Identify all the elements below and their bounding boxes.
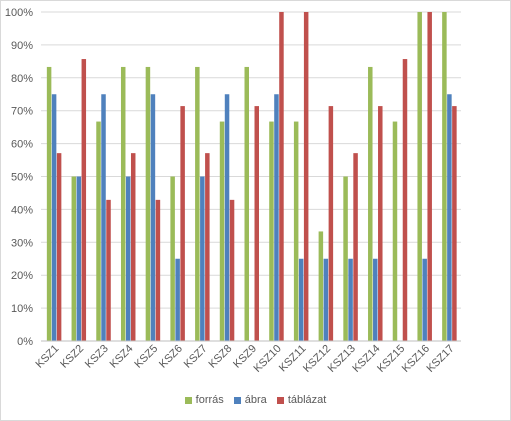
- bar-forrás-KSZ1: [46, 66, 52, 342]
- bar-forrás-KSZ2: [71, 176, 77, 341]
- bar-táblázat-KSZ12: [328, 106, 334, 342]
- bar-forrás-KSZ13: [343, 176, 348, 341]
- x-tick-label: KSZ7: [182, 343, 210, 371]
- bar-ábra-KSZ17: [447, 94, 452, 341]
- legend-label: táblázat: [287, 394, 327, 406]
- legend-swatch: [184, 396, 192, 404]
- bar-táblázat-KSZ13: [353, 153, 358, 341]
- x-tick-label: KSZ10: [252, 343, 284, 375]
- bar-táblázat-KSZ11: [303, 12, 309, 341]
- bar-ábra-KSZ13: [348, 258, 353, 341]
- bar-táblázat-KSZ3: [106, 199, 111, 341]
- legend-item: forrás: [184, 394, 224, 406]
- y-tick-label: 0%: [17, 336, 33, 348]
- bar-forrás-KSZ4: [120, 66, 126, 342]
- bar-ábra-KSZ8: [224, 94, 230, 341]
- y-tick-label: 20%: [11, 270, 33, 282]
- bar-táblázat-KSZ8: [229, 199, 235, 341]
- bar-forrás-KSZ14: [368, 66, 373, 342]
- x-tick-label: KSZ17: [424, 343, 456, 375]
- y-axis: 0% 10% 20% 30% 40% 50% 60% 70% 80% 90% 100%: [5, 7, 33, 348]
- x-tick-label: KSZ5: [132, 343, 160, 371]
- x-tick-label: KSZ2: [58, 343, 86, 371]
- bar-táblázat-KSZ14: [378, 106, 383, 342]
- x-tick-label: KSZ3: [83, 343, 111, 371]
- bar-táblázat-KSZ1: [56, 153, 62, 341]
- bar-ábra-KSZ7: [200, 176, 205, 341]
- bar-ábra-KSZ5: [150, 94, 156, 341]
- bar-táblázat-KSZ9: [254, 106, 259, 342]
- bar-táblázat-KSZ16: [427, 12, 432, 341]
- y-tick-label: 40%: [11, 204, 33, 216]
- bar-táblázat-KSZ5: [155, 199, 161, 341]
- x-tick-label: KSZ1: [34, 343, 62, 371]
- bar-táblázat-KSZ15: [402, 59, 408, 342]
- y-tick-label: 50%: [11, 172, 33, 184]
- bar-forrás-KSZ5: [145, 66, 151, 342]
- bar-forrás-KSZ3: [96, 121, 101, 341]
- x-tick-label: KSZ8: [206, 343, 234, 371]
- bar-ábra-KSZ3: [101, 94, 106, 341]
- bar-ábra-KSZ10: [274, 94, 279, 341]
- bar-ábra-KSZ14: [373, 258, 378, 341]
- bar-forrás-KSZ11: [293, 121, 299, 341]
- legend-swatch: [276, 396, 284, 404]
- bar-táblázat-KSZ10: [279, 12, 284, 341]
- y-tick-label: 30%: [11, 237, 33, 249]
- bars: [46, 12, 457, 342]
- bar-forrás-KSZ6: [170, 176, 175, 341]
- y-tick-label: 70%: [11, 106, 33, 118]
- bar-táblázat-KSZ6: [180, 106, 185, 342]
- bar-táblázat-KSZ2: [81, 59, 87, 342]
- bar-forrás-KSZ15: [392, 121, 398, 341]
- bar-forrás-KSZ16: [417, 12, 422, 341]
- bar-ábra-KSZ1: [51, 94, 57, 341]
- y-tick-label: 80%: [11, 73, 33, 85]
- bar-forrás-KSZ7: [195, 66, 200, 342]
- bar-ábra-KSZ11: [298, 258, 304, 341]
- bar-forrás-KSZ10: [269, 121, 274, 341]
- bar-forrás-KSZ12: [318, 231, 324, 341]
- bar-ábra-KSZ6: [175, 258, 180, 341]
- y-tick-label: 10%: [11, 303, 33, 315]
- bar-táblázat-KSZ4: [130, 153, 136, 341]
- bar-forrás-KSZ9: [244, 66, 249, 342]
- x-tick-label: KSZ6: [157, 343, 185, 371]
- y-tick-label: 90%: [11, 40, 33, 52]
- x-tick-label: KSZ4: [108, 343, 136, 371]
- legend-swatch: [233, 396, 241, 404]
- bar-táblázat-KSZ17: [452, 106, 457, 342]
- bar-táblázat-KSZ7: [205, 153, 210, 341]
- bar-ábra-KSZ4: [125, 176, 131, 341]
- bar-forrás-KSZ8: [219, 121, 225, 341]
- x-axis: KSZ1KSZ2KSZ3KSZ4KSZ5KSZ6KSZ7KSZ8KSZ9KSZ1…: [34, 343, 457, 375]
- bar-ábra-KSZ12: [323, 258, 329, 341]
- y-tick-label: 60%: [11, 139, 33, 151]
- bar-ábra-KSZ2: [76, 176, 82, 341]
- legend-label: forrás: [195, 394, 224, 406]
- legend-item: ábra: [233, 394, 267, 406]
- legend-label: ábra: [244, 394, 267, 406]
- bar-ábra-KSZ16: [422, 258, 427, 341]
- legend: forrás ábra táblázat: [0, 394, 511, 406]
- y-tick-label: 100%: [5, 7, 33, 19]
- legend-item: táblázat: [276, 394, 327, 406]
- bar-forrás-KSZ17: [442, 12, 447, 341]
